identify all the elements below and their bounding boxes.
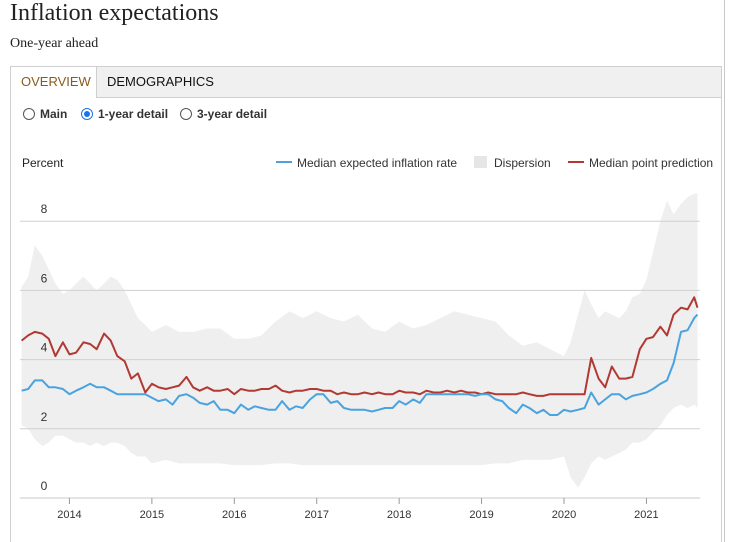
legend-label-dispersion[interactable]: Dispersion: [494, 156, 551, 170]
y-tick-label: 0: [41, 479, 48, 493]
radio-main-indicator[interactable]: [23, 108, 35, 120]
chart-panel: OVERVIEW DEMOGRAPHICS Main 1-year detail…: [10, 66, 722, 542]
tab-overview[interactable]: OVERVIEW: [11, 67, 97, 98]
x-tick-label: 2016: [222, 509, 246, 521]
x-tick-label: 2021: [634, 509, 658, 521]
page-title: Inflation expectations: [10, 0, 219, 26]
x-tick-label: 2018: [387, 509, 411, 521]
radio-3-year-detail-indicator[interactable]: [180, 108, 192, 120]
legend-label-median-point[interactable]: Median point prediction: [589, 156, 713, 170]
radio-main-label: Main: [40, 107, 68, 121]
series-line-median-expected-inflation: [21, 313, 699, 416]
dispersion-band-layer: [21, 193, 698, 488]
series-layer: [20, 296, 699, 416]
y-tick-label: 2: [41, 410, 48, 424]
legend-swatch-dispersion: [474, 156, 487, 168]
radio-1-year-detail-label: 1-year detail: [98, 107, 169, 121]
x-tick-label: 2019: [469, 509, 493, 521]
x-tick-label: 2015: [140, 509, 164, 521]
legend-label-median-expected[interactable]: Median expected inflation rate: [297, 156, 457, 170]
y-axis-title: Percent: [22, 156, 64, 170]
radio-1-year-detail-indicator[interactable]: [81, 108, 93, 120]
tick-layer: 0 2 4 6 8 2014 2015 2016 2017 2018 2019 2020 2021: [41, 202, 659, 521]
tab-bar: OVERVIEW DEMOGRAPHICS: [11, 67, 721, 98]
dispersion-band: [21, 193, 698, 488]
page-subtitle: One-year ahead: [10, 36, 99, 51]
y-tick-label: 8: [41, 202, 48, 216]
radio-1-year-detail[interactable]: 1-year detail: [81, 107, 168, 121]
series-line-median-point-prediction: [20, 296, 699, 397]
page-right-border: [724, 0, 725, 542]
grid-layer: [20, 220, 700, 499]
radio-3-year-detail[interactable]: 3-year detail: [180, 107, 267, 121]
radio-3-year-detail-label: 3-year detail: [197, 107, 268, 121]
x-tick-label: 2020: [552, 509, 576, 521]
tab-demographics[interactable]: DEMOGRAPHICS: [107, 74, 214, 89]
x-tick-label: 2017: [304, 509, 328, 521]
y-tick-label: 6: [41, 271, 48, 285]
y-tick-label: 4: [41, 341, 48, 355]
x-tick-label: 2014: [57, 509, 81, 521]
legend: Median expected inflation rate Dispersio…: [276, 156, 713, 170]
radio-main[interactable]: Main: [23, 107, 67, 121]
